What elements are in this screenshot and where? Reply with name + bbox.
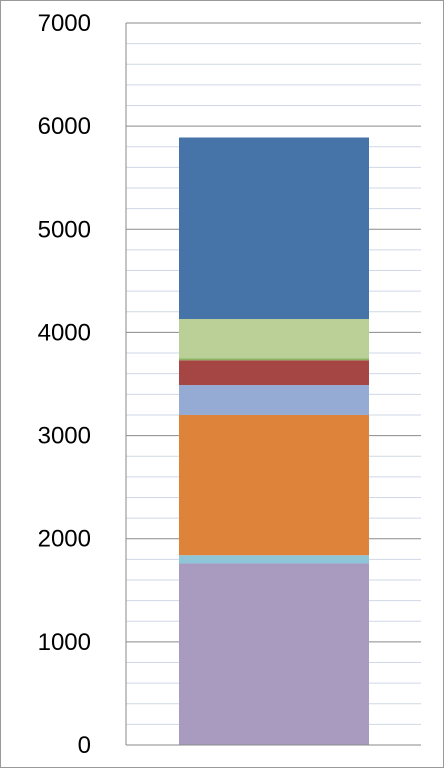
y-tick-label: 6000 (38, 113, 91, 140)
bar-segments (179, 137, 369, 745)
bar-segment-2 (179, 555, 369, 564)
y-tick-label: 3000 (38, 423, 91, 450)
y-tick-labels: 0 1000 2000 3000 4000 5000 6000 7000 (38, 10, 91, 759)
y-tick-label: 1000 (38, 629, 91, 656)
bar-segment-8 (179, 137, 369, 320)
y-tick-label: 7000 (38, 10, 91, 37)
bar-segment-5 (179, 360, 369, 386)
bar-segment-3 (179, 414, 369, 556)
bar-segment-4 (179, 385, 369, 415)
y-axis (125, 23, 421, 746)
bar-segment-7 (179, 319, 369, 359)
bar-segment-1 (179, 563, 369, 745)
bar-segment-6 (179, 358, 369, 361)
y-tick-label: 0 (78, 732, 91, 759)
y-tick-label: 2000 (38, 526, 91, 553)
y-tick-label: 4000 (38, 319, 91, 346)
y-tick-label: 5000 (38, 216, 91, 243)
